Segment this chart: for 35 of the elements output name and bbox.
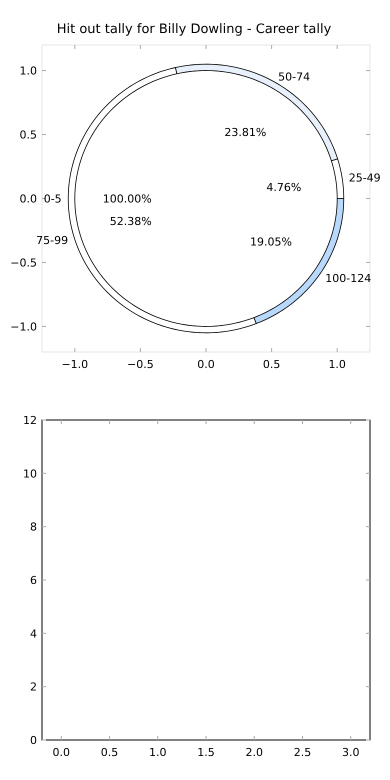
x-tick-label: 1.5 bbox=[197, 746, 215, 759]
y-tick-label: 6 bbox=[30, 574, 37, 587]
x-tick-label: 3.0 bbox=[342, 746, 360, 759]
x-tick-label: 1.0 bbox=[328, 358, 346, 371]
data-label: 23.81% bbox=[224, 126, 266, 140]
y-tick-label: 10 bbox=[23, 467, 37, 480]
slice-label: 50-74 bbox=[278, 70, 310, 84]
x-tick-label: 2.0 bbox=[245, 746, 263, 759]
x-tick-label: 0.5 bbox=[100, 746, 118, 759]
slice-label: 25-49 bbox=[348, 172, 381, 185]
y-tick-label: 0.0 bbox=[20, 192, 37, 206]
y-tick-label: −1.0 bbox=[10, 320, 37, 334]
x-tick-label: −1.0 bbox=[61, 358, 88, 371]
data-label: 4.76% bbox=[266, 181, 302, 194]
slice-label: 100-124 bbox=[325, 272, 372, 285]
x-tick-label: 0.0 bbox=[197, 358, 215, 371]
chart-title: Hit out tally for Billy Dowling - Career tally bbox=[56, 22, 332, 37]
x-tick-label: 1.0 bbox=[149, 746, 167, 759]
x-tick-label: 2.5 bbox=[294, 746, 312, 759]
y-tick-label: 2 bbox=[30, 680, 37, 694]
y-tick-label: 4 bbox=[30, 627, 37, 640]
slice-label: 75-99 bbox=[36, 234, 68, 247]
slice-label: 0-5 bbox=[44, 192, 62, 206]
x-tick-label: 0.5 bbox=[262, 358, 280, 371]
data-label: 19.05% bbox=[250, 236, 292, 249]
data-label: 52.38% bbox=[110, 215, 152, 228]
x-tick-label: −0.5 bbox=[127, 358, 154, 371]
y-tick-label: 12 bbox=[23, 414, 37, 427]
y-tick-label: −0.5 bbox=[10, 256, 37, 270]
y-tick-label: 8 bbox=[30, 520, 37, 534]
y-tick-label: 0.5 bbox=[20, 128, 37, 142]
x-tick-label: 0.0 bbox=[52, 746, 70, 759]
y-tick-label: 0 bbox=[30, 734, 37, 747]
data-label: 100.00% bbox=[102, 192, 152, 206]
y-tick-label: 1.0 bbox=[20, 64, 37, 78]
